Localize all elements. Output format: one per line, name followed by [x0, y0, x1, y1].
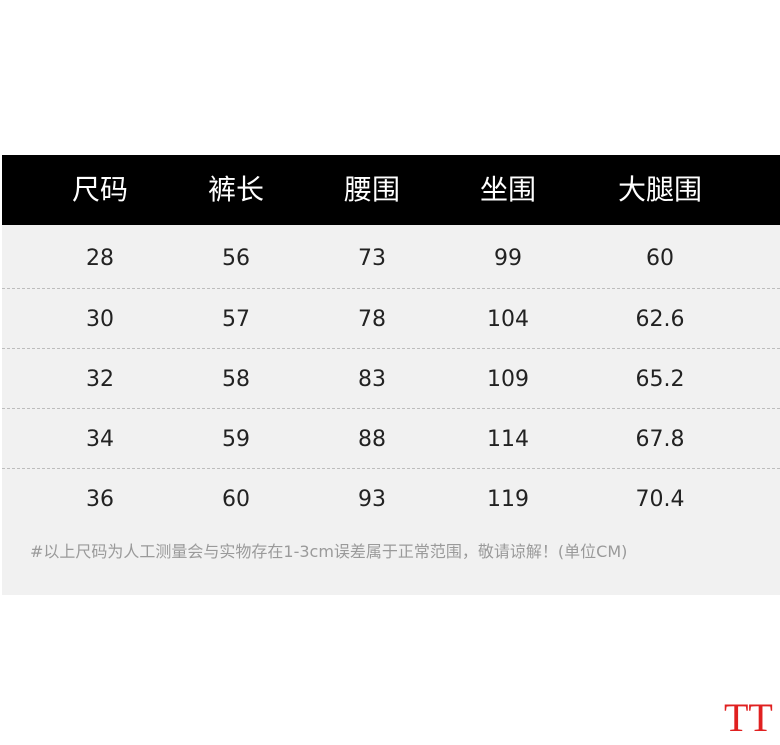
table-header: 尺码 裤长 腰围 坐围 大腿围: [2, 155, 780, 225]
table-cell: 67.8: [635, 427, 685, 452]
table-cell: 109: [487, 367, 529, 392]
table-row: 36 60 93 119 70.4: [2, 468, 780, 529]
table-note: #以上尺码为人工测量会与实物存在1-3cm误差属于正常范围，敬请谅解！(单位CM…: [30, 542, 628, 561]
table-cell: 83: [358, 367, 386, 392]
table-cell: 88: [358, 427, 386, 452]
table-cell: 36: [86, 487, 114, 512]
table-cell: 32: [86, 367, 114, 392]
table-cell: 62.6: [635, 307, 685, 332]
table-cell: 93: [358, 487, 386, 512]
table-cell: 60: [222, 487, 250, 512]
table-cell: 28: [86, 246, 114, 271]
watermark: TT: [724, 695, 773, 740]
table-row: 34 59 88 114 67.8: [2, 408, 780, 469]
table-cell: 70.4: [635, 487, 685, 512]
table-cell: 58: [222, 367, 250, 392]
table-cell: 99: [494, 246, 522, 271]
table-cell: 60: [646, 246, 674, 271]
table-cell: 34: [86, 427, 114, 452]
header-cell: 大腿围: [617, 173, 702, 206]
table-cell: 30: [86, 307, 114, 332]
table-row: 28 56 73 99 60: [2, 228, 780, 288]
header-cell: 尺码: [71, 173, 128, 206]
table-cell: 73: [358, 246, 386, 271]
table-row: 32 58 83 109 65.2: [2, 348, 780, 409]
header-cell: 坐围: [479, 173, 536, 206]
table-cell: 78: [358, 307, 386, 332]
table-cell: 119: [487, 487, 529, 512]
table-cell: 114: [487, 427, 529, 452]
table-cell: 56: [222, 246, 250, 271]
header-cell: 腰围: [343, 173, 400, 206]
size-table: 尺码 裤长 腰围 坐围 大腿围 #以上尺码为人工测量会与实物存在1-3cm误差属于正常范…: [2, 155, 780, 595]
table-cell: 59: [222, 427, 250, 452]
table-cell: 65.2: [635, 367, 685, 392]
table-cell: 104: [487, 307, 529, 332]
table-row: 30 57 78 104 62.6: [2, 288, 780, 349]
header-cell: 裤长: [207, 173, 264, 206]
table-cell: 57: [222, 307, 250, 332]
